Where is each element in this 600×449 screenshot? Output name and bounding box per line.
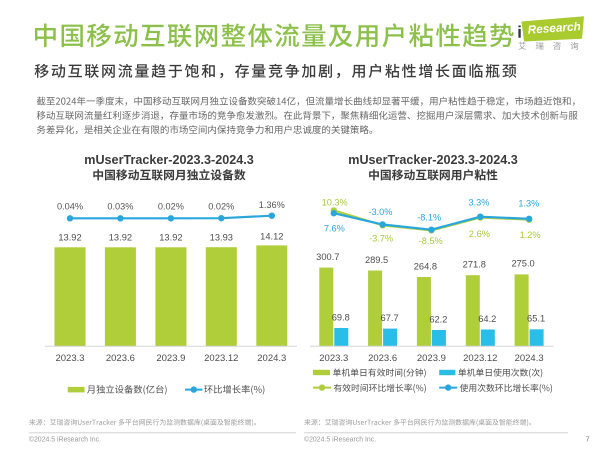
svg-text:2023.12: 2023.12: [463, 353, 497, 364]
svg-text:mUserTracker-2023.3-2024.3: mUserTracker-2023.3-2024.3: [84, 153, 253, 167]
svg-text:271.8: 271.8: [463, 260, 486, 270]
svg-text:13.93: 13.93: [210, 232, 233, 242]
svg-text:65.1: 65.1: [527, 314, 545, 324]
svg-text:mUserTracker-2023.3-2024.3: mUserTracker-2023.3-2024.3: [348, 153, 517, 167]
svg-text:1.3%: 1.3%: [518, 198, 539, 208]
svg-text:275.0: 275.0: [511, 259, 534, 269]
svg-text:2023.12: 2023.12: [204, 353, 238, 364]
svg-text:64.2: 64.2: [478, 314, 496, 324]
svg-text:13.92: 13.92: [109, 232, 132, 242]
svg-text:2024.3: 2024.3: [515, 353, 544, 364]
svg-text:14.12: 14.12: [260, 231, 283, 241]
svg-text:1.36%: 1.36%: [259, 200, 285, 210]
svg-text:©2024.5 iResearch Inc.: ©2024.5 iResearch Inc.: [29, 436, 101, 444]
svg-text:2023.3: 2023.3: [319, 353, 348, 364]
svg-text:13.92: 13.92: [159, 232, 182, 242]
svg-text:-8.1%: -8.1%: [417, 212, 441, 222]
svg-text:3.3%: 3.3%: [469, 197, 490, 207]
svg-text:62.2: 62.2: [429, 314, 447, 324]
svg-text:©2024.5 iResearch Inc.: ©2024.5 iResearch Inc.: [304, 436, 376, 444]
svg-text:2023.6: 2023.6: [368, 353, 397, 364]
svg-text:13.92: 13.92: [58, 232, 81, 242]
svg-text:2024.3: 2024.3: [257, 353, 286, 364]
svg-text:2023.9: 2023.9: [417, 353, 446, 364]
svg-text:7: 7: [586, 435, 590, 444]
svg-text:1.2%: 1.2%: [520, 230, 541, 240]
svg-text:69.8: 69.8: [332, 312, 350, 322]
svg-text:10.3%: 10.3%: [322, 197, 348, 207]
svg-text:2023.9: 2023.9: [156, 353, 185, 364]
svg-text:0.03%: 0.03%: [107, 201, 133, 211]
svg-text:2023.6: 2023.6: [106, 353, 135, 364]
svg-text:67.7: 67.7: [381, 313, 399, 323]
svg-text:300.7: 300.7: [316, 252, 339, 262]
svg-text:0.02%: 0.02%: [158, 201, 184, 211]
svg-text:289.5: 289.5: [365, 255, 388, 265]
svg-text:0.04%: 0.04%: [57, 201, 83, 211]
svg-text:2.6%: 2.6%: [469, 229, 490, 239]
svg-text:2023.3: 2023.3: [55, 353, 84, 364]
svg-text:0.02%: 0.02%: [208, 201, 234, 211]
svg-text:-3.0%: -3.0%: [368, 207, 392, 217]
svg-text:-8.5%: -8.5%: [419, 236, 443, 246]
svg-text:-3.7%: -3.7%: [369, 234, 393, 244]
svg-text:264.8: 264.8: [414, 261, 437, 271]
svg-text:7.6%: 7.6%: [324, 223, 345, 233]
